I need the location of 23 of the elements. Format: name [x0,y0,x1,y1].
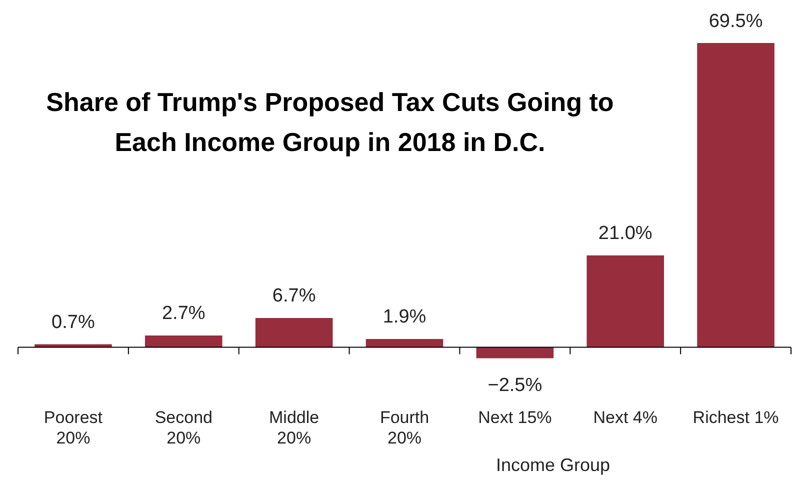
x-tick-label: Middle 20% [269,408,320,448]
data-label: 6.7% [272,286,316,307]
bar [697,43,774,348]
data-label: −2.5% [488,374,542,396]
bar [476,347,554,358]
x-tick-label: Second 20% [154,408,212,448]
data-label: 21.0% [598,223,652,244]
bar [366,338,444,348]
data-label: 2.7% [162,303,206,324]
data-label: 69.5% [708,10,763,32]
bar [144,335,222,348]
text: Share of Trump's Proposed Tax Cuts Going to Each Income Group in 2018 in D.C. [45,86,615,159]
bar [34,344,112,348]
x-tick-label: Next 15% [478,408,552,428]
bar [255,318,333,348]
data-label: 0.7% [52,312,95,333]
x-tick-label: Next 4% [593,408,658,428]
x-axis-title: Income Group [494,455,612,476]
data-label: 1.9% [382,306,426,328]
bar [586,255,664,348]
x-tick-label: Fourth 20% [380,408,430,448]
x-tick-label: Richest 1% [692,408,779,428]
x-tick-label: Poorest 20% [44,408,103,448]
